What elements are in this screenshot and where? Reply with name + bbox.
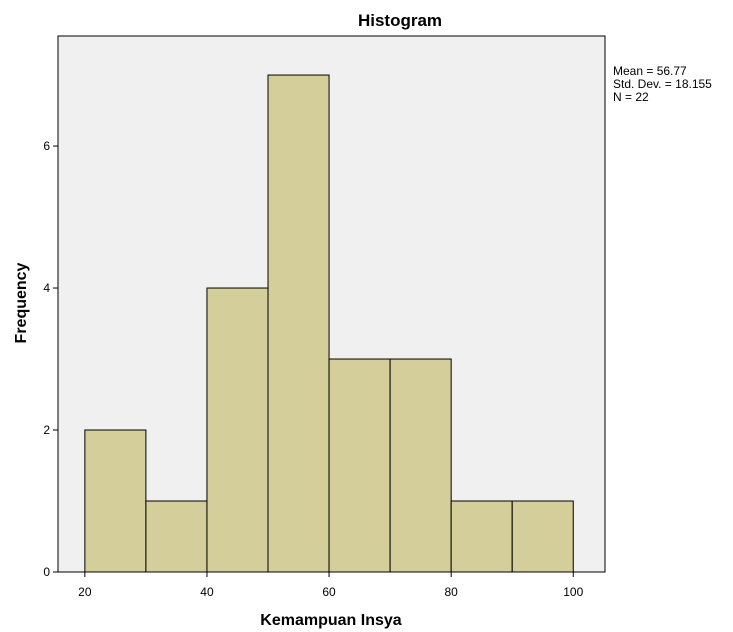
y-tick-label: 6	[43, 139, 50, 153]
stats-mean: Mean = 56.77	[613, 64, 687, 78]
stats-n: N = 22	[613, 90, 649, 104]
histogram-bar-3	[206, 287, 269, 573]
x-tick-label: 80	[444, 585, 458, 599]
x-tick-label: 100	[563, 585, 583, 599]
histogram-bar-5	[328, 358, 391, 573]
x-axis-title: Kemampuan Insya	[260, 612, 401, 629]
bars	[84, 74, 574, 573]
histogram-bar-4	[267, 74, 330, 573]
histogram-bar-8	[511, 500, 574, 573]
y-axis-title: Frequency	[13, 262, 30, 343]
stats-box: Mean = 56.77 Std. Dev. = 18.155 N = 22	[613, 64, 712, 104]
stats-std-dev: Std. Dev. = 18.155	[613, 77, 712, 91]
histogram-bar-6	[389, 358, 452, 573]
x-axis-ticks: 20 40 60 80 100	[78, 572, 584, 599]
y-tick-label: 0	[43, 565, 50, 579]
x-tick-label: 20	[78, 585, 92, 599]
chart-title: Histogram	[358, 11, 442, 30]
y-tick-label: 2	[43, 423, 50, 437]
x-tick-label: 40	[200, 585, 214, 599]
histogram-bar-2	[145, 500, 208, 573]
histogram-bar-7	[450, 500, 513, 573]
x-tick-label: 60	[322, 585, 336, 599]
y-tick-label: 4	[43, 281, 50, 295]
y-axis-ticks: 0 2 4 6	[43, 139, 58, 579]
histogram-bar-1	[84, 429, 147, 573]
